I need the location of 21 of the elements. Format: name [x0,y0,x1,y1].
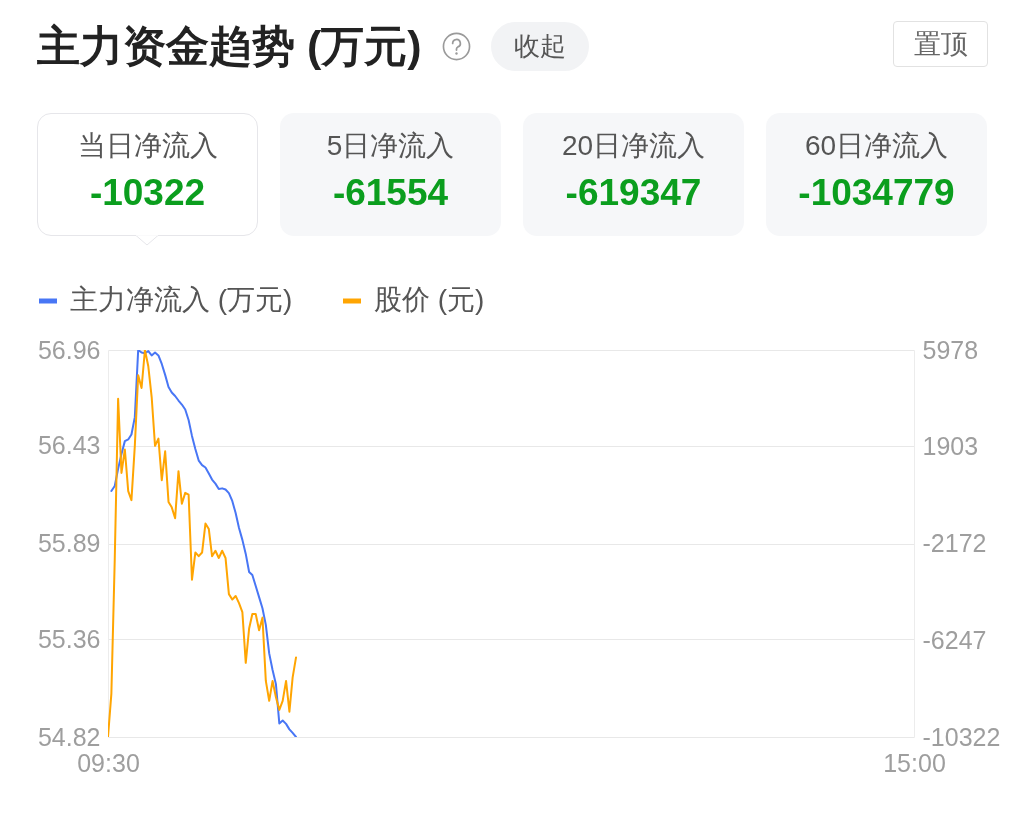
y-tick-label: 56.96 [37,335,101,364]
pin-button: 置顶 [893,21,988,67]
y-tick-label: 56.43 [37,431,101,460]
collapse-button: 收起 [490,21,589,71]
y2-tick-label: -2172 [922,529,987,557]
y2-tick-label: -10322 [922,722,1001,751]
text: 主力资金趋势 (万元) [37,21,422,72]
stat-card: 当日净流入 -10322 [37,113,258,236]
y-tick-label: 54.82 [37,722,101,751]
stat-card: 20日净流入 -619347 [523,113,744,236]
legend-label: 股价 (元) [374,284,485,315]
x-tick-label: 15:00 [883,748,946,777]
y2-tick-label: 5978 [922,335,979,364]
y2-tick-label: -6247 [922,625,987,654]
legend-label: 主力净流入 (万元) [70,284,293,315]
stat-card: 60日净流入 -1034779 [766,113,987,236]
y2-tick-label: 1903 [922,432,979,461]
y-tick-label: 55.89 [37,529,101,557]
stat-card: 5日净流入 -61554 [280,113,501,236]
y-tick-label: 55.36 [37,624,101,653]
x-tick-label: 09:30 [77,748,140,777]
